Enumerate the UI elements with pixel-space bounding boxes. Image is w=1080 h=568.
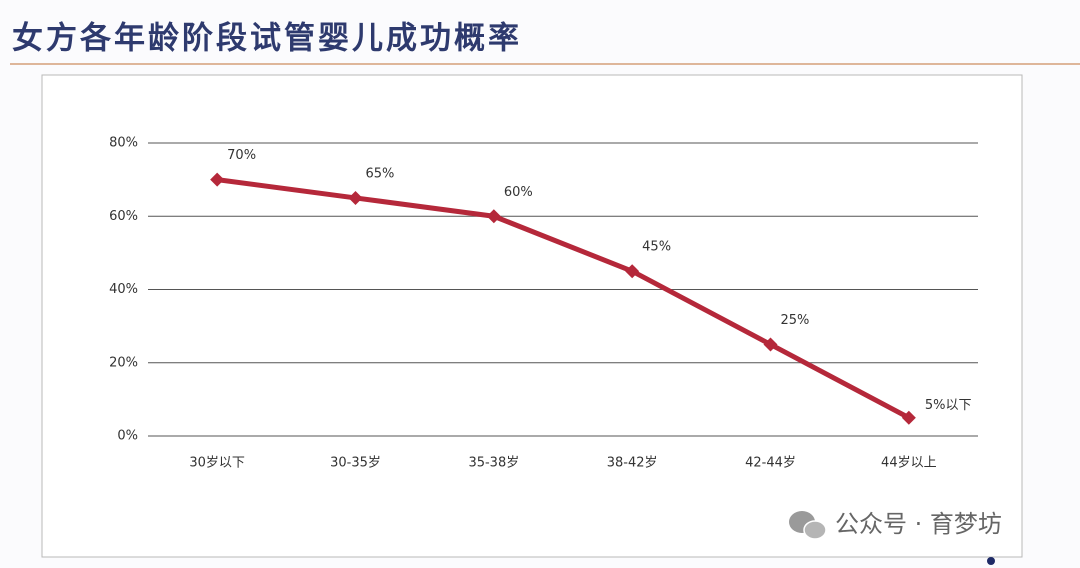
chart-frame: [41, 74, 1023, 558]
x-tick-label: 44岁以上: [881, 456, 937, 471]
x-tick-label: 30-35岁: [330, 456, 381, 471]
data-label: 25%: [781, 313, 810, 328]
marker: [901, 410, 916, 425]
y-tick-label: 20%: [109, 355, 138, 370]
y-tick-label: 60%: [109, 209, 138, 224]
y-tick-label: 40%: [109, 282, 138, 297]
watermark: 公众号 · 育梦坊: [835, 510, 1002, 538]
marker: [625, 264, 640, 279]
x-tick-label: 42-44岁: [745, 456, 796, 471]
decor-dot: [987, 557, 995, 565]
data-label: 60%: [504, 185, 533, 200]
data-label: 45%: [642, 240, 671, 255]
watermark-icon: [789, 511, 827, 540]
marker: [348, 190, 363, 205]
y-tick-label: 80%: [109, 136, 138, 151]
data-label: 5%以下: [925, 398, 972, 413]
data-label: 70%: [227, 148, 256, 163]
chart-title: 女方各年龄阶段试管婴儿成功概率: [12, 21, 522, 57]
x-tick-label: 38-42岁: [607, 456, 658, 471]
marker: [763, 337, 778, 352]
marker: [486, 209, 501, 224]
marker: [210, 172, 225, 187]
x-tick-label: 30岁以下: [189, 456, 245, 471]
x-tick-label: 35-38岁: [468, 456, 519, 471]
data-label: 65%: [366, 166, 395, 181]
y-tick-label: 0%: [117, 429, 138, 444]
data-line: [216, 177, 911, 420]
